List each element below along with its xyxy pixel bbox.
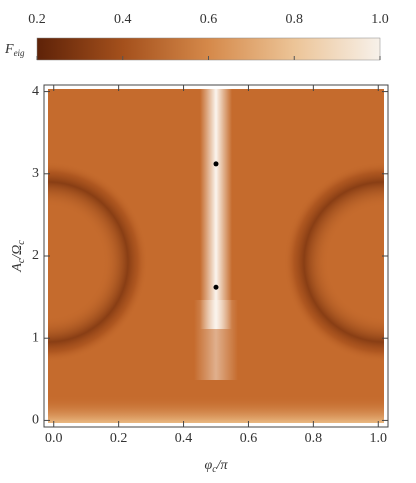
x-tick-label: 0.6	[240, 431, 258, 446]
y-tick-label: 2	[32, 248, 39, 263]
colorbar-label: Feig	[4, 42, 25, 58]
x-tick-label: 0.8	[305, 431, 323, 446]
colorbar-tick-label: 0.6	[200, 12, 218, 27]
x-axis-label: φc/π	[204, 458, 228, 475]
y-tick-label: 4	[32, 84, 39, 99]
y-axis-label: Ac/Ωc	[10, 240, 27, 273]
point	[213, 284, 219, 290]
colorbar-tick-label: 0.8	[286, 12, 304, 27]
density-image	[48, 89, 384, 423]
x-tick-label: 1.0	[370, 431, 388, 446]
y-tick-label: 1	[32, 330, 39, 345]
x-tick-label: 0.2	[110, 431, 128, 446]
colorbar-tick-label: 0.2	[28, 12, 46, 27]
colorbar-tick-label: 0.4	[114, 12, 132, 27]
colorbar-tick-label: 1.0	[371, 12, 389, 27]
y-tick-label: 0	[32, 413, 39, 428]
y-tick-label: 3	[32, 166, 39, 181]
x-tick-label: 0.0	[45, 431, 63, 446]
x-tick-label: 0.4	[175, 431, 193, 446]
point	[213, 161, 219, 167]
